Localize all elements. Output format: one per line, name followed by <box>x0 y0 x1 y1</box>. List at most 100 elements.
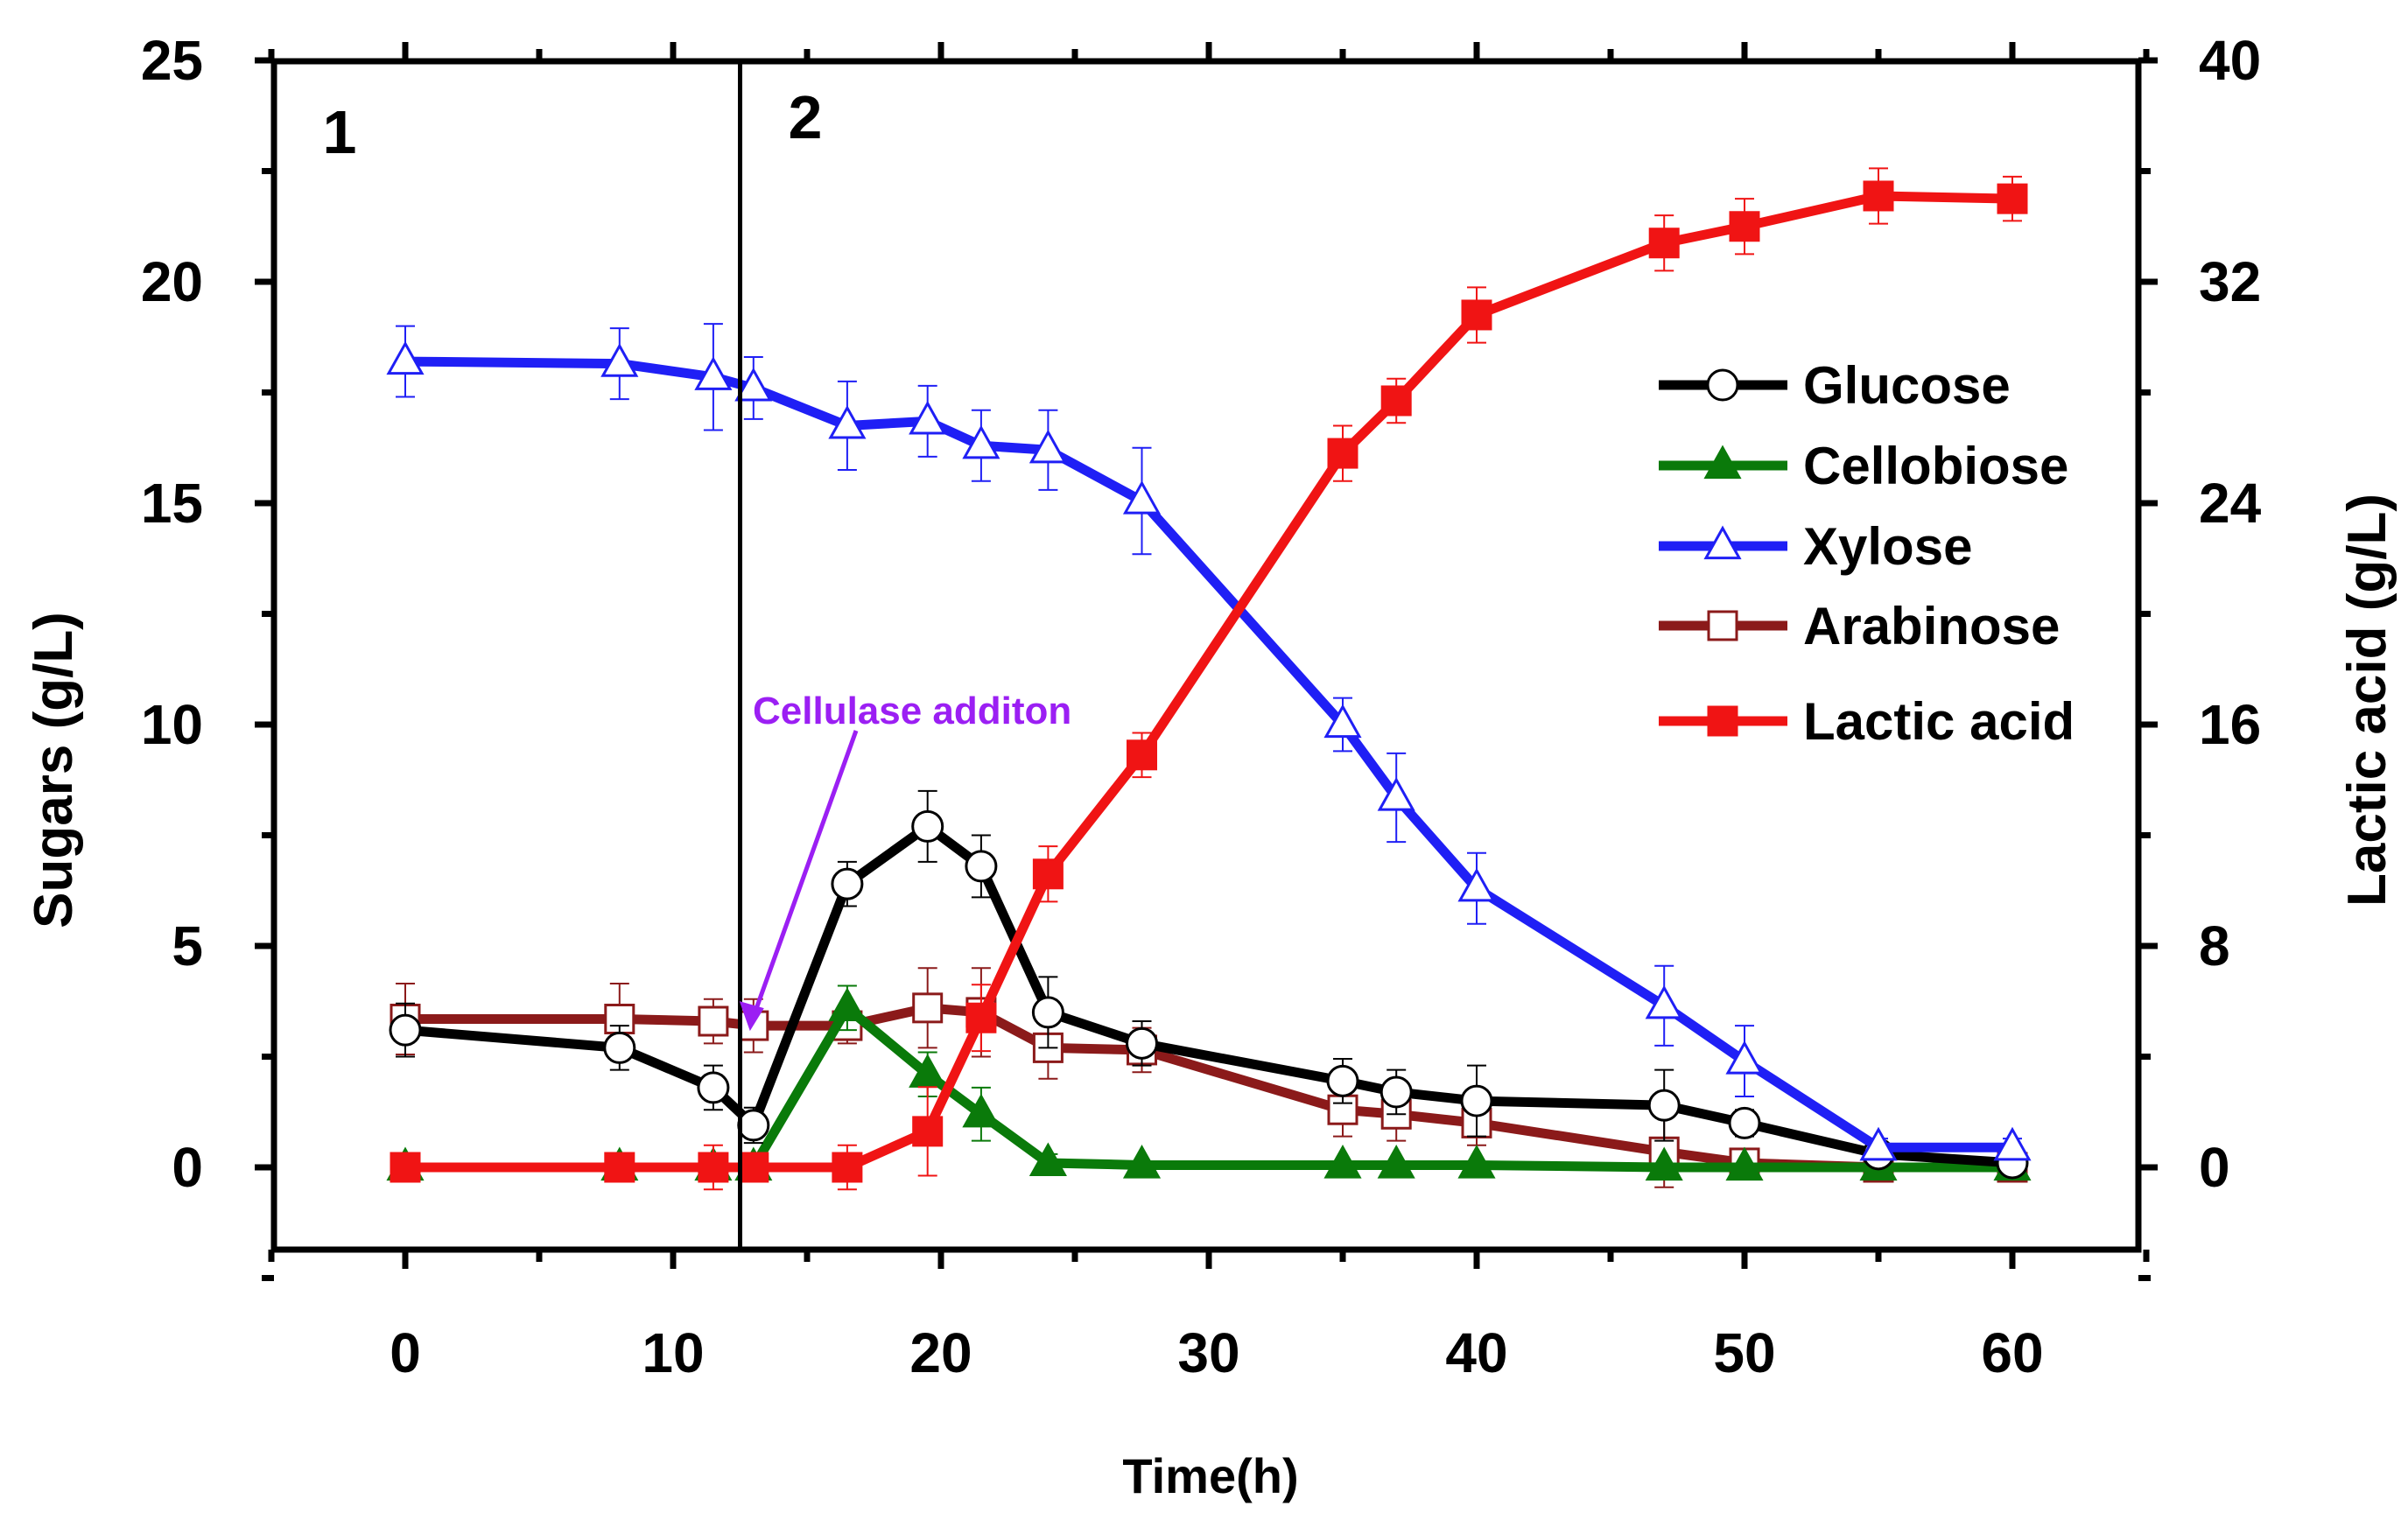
xylose-point <box>1028 429 1067 464</box>
xylose-point <box>600 343 639 377</box>
legend-marker-xylose <box>1703 525 1742 560</box>
lactic-acid-point <box>1032 858 1064 890</box>
lactic-acid-point <box>1461 299 1492 331</box>
lactic-acid-point <box>965 1002 997 1033</box>
lactic-acid-point <box>1648 228 1680 259</box>
y2-tick-label: 0 <box>2199 1136 2230 1199</box>
x-tick-label: 20 <box>909 1321 972 1384</box>
y2-tick-label: 24 <box>2199 472 2262 535</box>
x-tick-label: 10 <box>642 1321 704 1384</box>
xylose-point <box>909 400 947 435</box>
xylose-line <box>404 356 2012 1152</box>
xylose-point <box>694 356 733 390</box>
lactic-acid-point <box>1380 385 1412 417</box>
series-lactic-acid <box>390 167 2028 1191</box>
xylose-point <box>1457 867 1496 902</box>
series-layer <box>386 167 2032 1191</box>
x-axis-title: Time(h) <box>1122 1448 1298 1503</box>
legend-marker-cellobiose <box>1703 445 1742 480</box>
xylose-point <box>1859 1126 1898 1161</box>
lactic-acid-point <box>832 1152 863 1183</box>
phase-label-1: 1 <box>323 98 357 166</box>
x-tick-label: 50 <box>1713 1321 1775 1384</box>
glucose-point <box>603 1031 636 1064</box>
series-glucose <box>389 789 2029 1180</box>
y2-tick-label: 40 <box>2199 29 2261 92</box>
legend-label-cellobiose: Cellobiose <box>1803 437 2068 495</box>
glucose-point <box>1126 1026 1158 1060</box>
cellobiose-point <box>828 987 867 1021</box>
cellobiose-point <box>962 1093 1000 1128</box>
lactic-acid-point <box>1997 183 2028 214</box>
arabinose-line <box>405 1003 2012 1173</box>
xylose-point <box>1377 777 1415 811</box>
glucose-point <box>1460 1084 1493 1117</box>
xylose-point <box>1725 1040 1764 1075</box>
annotation-arrow-shaft <box>753 730 859 1012</box>
annotation-arrow-head <box>739 1001 764 1032</box>
xylose-point <box>828 404 867 439</box>
phase-label-2: 2 <box>789 83 823 151</box>
xylose-point <box>386 340 425 375</box>
legend-label-xylose: Xylose <box>1803 517 1972 576</box>
lactic-acid-line <box>405 191 2013 1173</box>
xylose-point <box>1645 984 1683 1019</box>
glucose-point <box>389 1013 422 1047</box>
lactic-acid-point <box>1729 211 1760 242</box>
cellobiose-point <box>1028 1142 1067 1177</box>
annotation-arrow <box>739 730 859 1032</box>
lactic-acid-point <box>390 1152 421 1183</box>
xylose-point <box>1993 1126 2032 1161</box>
xylose-point <box>1122 480 1162 515</box>
glucose-point <box>1728 1106 1761 1139</box>
glucose-point <box>831 867 864 900</box>
y-tick-label: 0 <box>172 1136 203 1199</box>
xylose-point <box>962 424 1000 459</box>
glucose-point <box>911 809 944 843</box>
xylose-point <box>1323 704 1362 739</box>
glucose-point <box>1031 996 1064 1029</box>
series-xylose <box>386 323 2032 1161</box>
y-tick-label: 5 <box>172 914 203 977</box>
legend-label-lactic-acid: Lactic acid <box>1803 692 2075 751</box>
x-tick-label: 30 <box>1177 1321 1239 1384</box>
x-tick-label: 40 <box>1445 1321 1507 1384</box>
cellobiose-point <box>1377 1144 1415 1179</box>
glucose-point <box>965 850 998 883</box>
legend: Glucose Cellobiose Xylose Arabinose Lactic a… <box>1659 356 2075 751</box>
xylose-point <box>734 367 773 402</box>
glucose-point <box>1380 1075 1413 1109</box>
lactic-acid-point <box>912 1116 944 1147</box>
cellobiose-point <box>1122 1144 1162 1179</box>
legend-label-glucose: Glucose <box>1803 356 2011 415</box>
legend-marker-glucose <box>1706 368 1739 402</box>
lactic-acid-point <box>604 1152 635 1183</box>
y-tick-label: 25 <box>141 29 203 92</box>
lactic-acid-point <box>1863 180 1894 212</box>
cellobiose-point <box>1457 1144 1496 1179</box>
legend-marker-lactic-acid <box>1707 705 1738 737</box>
x-tick-label: 60 <box>1981 1321 2043 1384</box>
cellobiose-point <box>1645 1146 1683 1181</box>
x-tick-label: 0 <box>390 1321 421 1384</box>
y2-tick-label: 8 <box>2199 914 2230 977</box>
glucose-point <box>1326 1064 1359 1097</box>
arabinose-point <box>698 1005 729 1037</box>
cellulase-annotation: Cellulase additon <box>753 690 1071 732</box>
lactic-acid-point <box>738 1152 769 1183</box>
lactic-acid-point <box>1127 739 1157 771</box>
lactic-acid-point <box>1327 438 1358 469</box>
y-tick-label: 10 <box>141 693 203 756</box>
arabinose-point <box>912 992 944 1024</box>
legend-marker-arabinose <box>1707 610 1738 641</box>
glucose-line <box>404 821 2013 1168</box>
glucose-point <box>1647 1089 1681 1122</box>
y-tick-label: 20 <box>141 250 203 313</box>
axes-layer: 0 10 20 30 40 50 60 0 5 10 15 20 25 0 8 16 24 32 40 <box>141 29 2262 1384</box>
y-axis-title: Sugars (g/L) <box>24 612 84 928</box>
y-tick-label: 15 <box>141 472 203 535</box>
y2-axis-title: Lactic acid (g/L) <box>2337 494 2397 907</box>
lactic-acid-point <box>698 1152 729 1183</box>
